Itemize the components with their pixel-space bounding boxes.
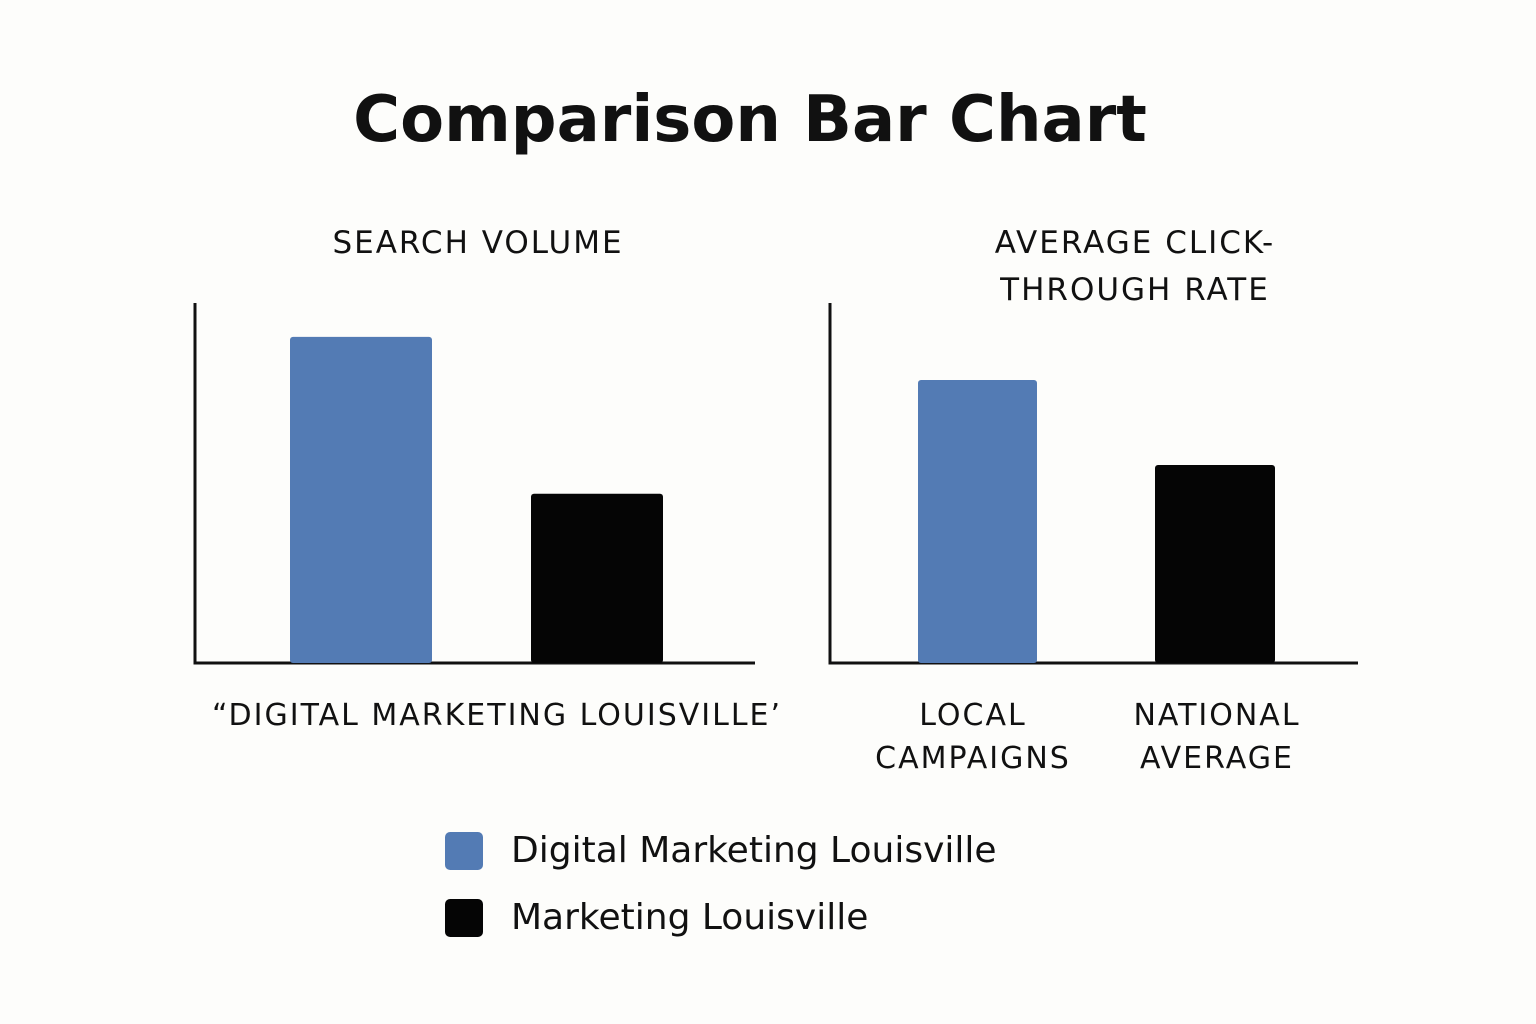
legend-label: Digital Marketing Louisville (511, 830, 997, 871)
legend-label: Marketing Louisville (511, 897, 869, 938)
legend-swatch (445, 899, 483, 937)
legend-swatch (445, 832, 483, 870)
bar (918, 380, 1037, 663)
bar (1155, 465, 1275, 663)
subplot-title: AVERAGE CLICK-THROUGH RATE (994, 225, 1276, 308)
chart-title: Comparison Bar Chart (353, 83, 1147, 157)
x-tick-label: “DIGITAL MARKETING LOUISVILLE’ (211, 698, 783, 733)
x-tick-label: LOCAL CAMPAIGNS (875, 698, 1071, 776)
x-tick-label: NATIONAL AVERAGE (1133, 698, 1301, 776)
bar (531, 493, 663, 663)
bar (290, 336, 432, 663)
subplot-title: SEARCH VOLUME (332, 225, 624, 261)
